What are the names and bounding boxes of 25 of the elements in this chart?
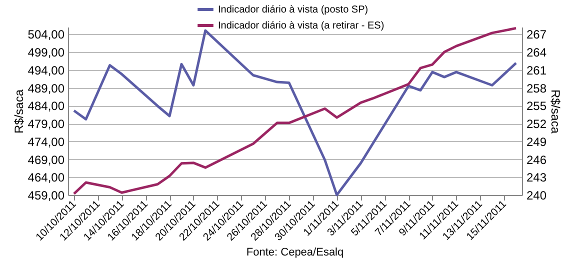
y2-tick-label: 243 xyxy=(526,170,547,185)
source-note: Fonte: Cepea/Esalq xyxy=(246,246,344,258)
y-tick-label: 499,00 xyxy=(28,46,65,60)
y2-tick-label: 258 xyxy=(526,81,547,96)
y2-tick-label: 264 xyxy=(526,46,547,60)
y-tick-label: 464,00 xyxy=(28,170,65,185)
y-tick-label: 489,00 xyxy=(28,81,65,96)
y-tick-label: 474,00 xyxy=(28,134,65,149)
y-axis-title: R$/saca xyxy=(12,89,26,134)
y-tick-label: 484,00 xyxy=(28,99,65,114)
y2-tick-label: 252 xyxy=(526,117,547,132)
y2-tick-label: 246 xyxy=(526,152,547,167)
legend-label: Indicador diário à vista (posto SP) xyxy=(218,4,368,16)
y2-tick-label: 240 xyxy=(526,188,547,202)
y2-tick-label: 261 xyxy=(526,63,547,78)
y2-tick-label: 249 xyxy=(526,134,547,149)
legend-label: Indicador diário à vista (a retirar - ES) xyxy=(218,20,384,32)
y2-tick-label: 255 xyxy=(526,99,547,114)
y-tick-label: 479,00 xyxy=(28,117,65,132)
y2-tick-label: 267 xyxy=(526,28,547,42)
y-tick-label: 494,00 xyxy=(28,63,65,78)
y2-axis-title: R$/saca xyxy=(548,89,563,134)
y-tick-label: 504,00 xyxy=(28,28,65,42)
y-tick-label: 459,00 xyxy=(28,188,65,202)
y-tick-label: 469,00 xyxy=(28,152,65,167)
